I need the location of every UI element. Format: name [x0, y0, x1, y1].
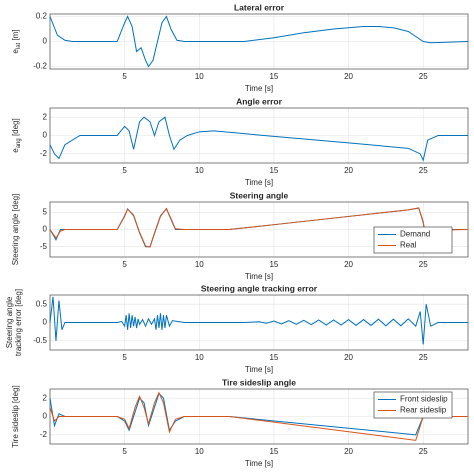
x-axis-label: Time [s]: [245, 365, 273, 374]
data-line: [49, 391, 468, 441]
y-tick-label: 2: [43, 393, 48, 402]
x-tick-label: 15: [269, 166, 278, 175]
y-axis-label: Tire sideslip [deg]: [11, 385, 20, 447]
y-axis-label-main: e: [11, 49, 20, 54]
y-tick-label: 2: [43, 112, 48, 121]
y-tick-label: 0: [43, 131, 48, 140]
y-axis-label: eang [deg]: [11, 118, 21, 152]
y-axis-label-main: e: [11, 148, 20, 153]
x-tick-label: 25: [419, 260, 428, 269]
y-axis-label-unit: [m]: [11, 29, 20, 42]
x-tick-label: 10: [195, 166, 204, 175]
y-tick-label: 0: [43, 318, 48, 327]
y-axis-label: Steering angle: [5, 296, 14, 348]
y-tick-label: 0.2: [36, 12, 48, 21]
legend-label: Rear sideslip: [400, 406, 447, 415]
chart-title: Angle error: [236, 96, 283, 106]
y-axis-label-sub: lat: [16, 42, 22, 49]
y-tick-label: 0: [43, 412, 48, 421]
y-tick-label: 0.5: [36, 299, 48, 308]
x-tick-label: 10: [195, 260, 204, 269]
x-tick-label: 5: [122, 260, 127, 269]
x-axis-label: Time [s]: [245, 459, 273, 468]
y-tick-label: 5: [43, 207, 48, 216]
x-tick-label: 5: [122, 353, 127, 362]
data-line: [49, 116, 468, 162]
x-tick-label: 20: [344, 260, 353, 269]
data-line: [49, 296, 468, 345]
chart-title: Lateral error: [234, 2, 285, 12]
data-line: [49, 207, 469, 248]
x-tick-label: 15: [269, 260, 278, 269]
x-tick-label: 5: [122, 447, 127, 456]
y-tick-label: -2: [40, 149, 48, 158]
legend-label: Real: [400, 241, 417, 250]
y-tick-label: -0.2: [33, 62, 47, 71]
y-tick-label: -2: [40, 430, 48, 439]
legend-box: [373, 391, 453, 419]
legend-box: [373, 226, 453, 254]
x-tick-label: 15: [269, 353, 278, 362]
chart-title: Tire sideslip angle: [222, 377, 296, 387]
y-axis-label-main: Steering angle [deg]: [11, 194, 20, 266]
x-tick-label: 25: [419, 72, 428, 81]
y-tick-label: 0: [43, 37, 48, 46]
x-tick-label: 10: [195, 72, 204, 81]
x-tick-label: 20: [344, 166, 353, 175]
y-axis-label-sub: ang: [16, 138, 22, 148]
y-axis-label: Steering angle [deg]: [11, 194, 20, 266]
x-tick-label: 15: [269, 72, 278, 81]
y-axis-label-main: Tire sideslip [deg]: [11, 385, 20, 447]
y-axis-label-unit: [deg]: [11, 118, 20, 138]
x-tick-label: 25: [419, 353, 428, 362]
x-tick-label: 25: [419, 166, 428, 175]
x-tick-label: 15: [269, 447, 278, 456]
y-tick-label: 0: [43, 225, 48, 234]
x-axis-label: Time [s]: [245, 178, 273, 187]
y-axis-label: elat [m]: [11, 29, 21, 53]
x-tick-label: 5: [122, 166, 127, 175]
x-axis-label: Time [s]: [245, 84, 273, 93]
x-tick-label: 25: [419, 447, 428, 456]
x-tick-label: 10: [195, 447, 204, 456]
y-axis-label: tracking error [deg]: [14, 289, 23, 356]
x-tick-label: 20: [344, 447, 353, 456]
x-tick-label: 20: [344, 72, 353, 81]
y-tick-label: -0.5: [33, 336, 47, 345]
x-axis-label: Time [s]: [245, 272, 273, 281]
legend-label: Front sideslip: [400, 395, 448, 404]
data-line: [49, 15, 469, 68]
chart-title: Steering angle: [230, 190, 289, 200]
y-tick-label: -5: [40, 242, 48, 251]
x-tick-label: 5: [122, 72, 127, 81]
chart-title: Steering angle tracking error: [201, 283, 318, 293]
legend-label: Demand: [400, 230, 430, 239]
x-tick-label: 10: [195, 353, 204, 362]
x-tick-label: 20: [344, 353, 353, 362]
